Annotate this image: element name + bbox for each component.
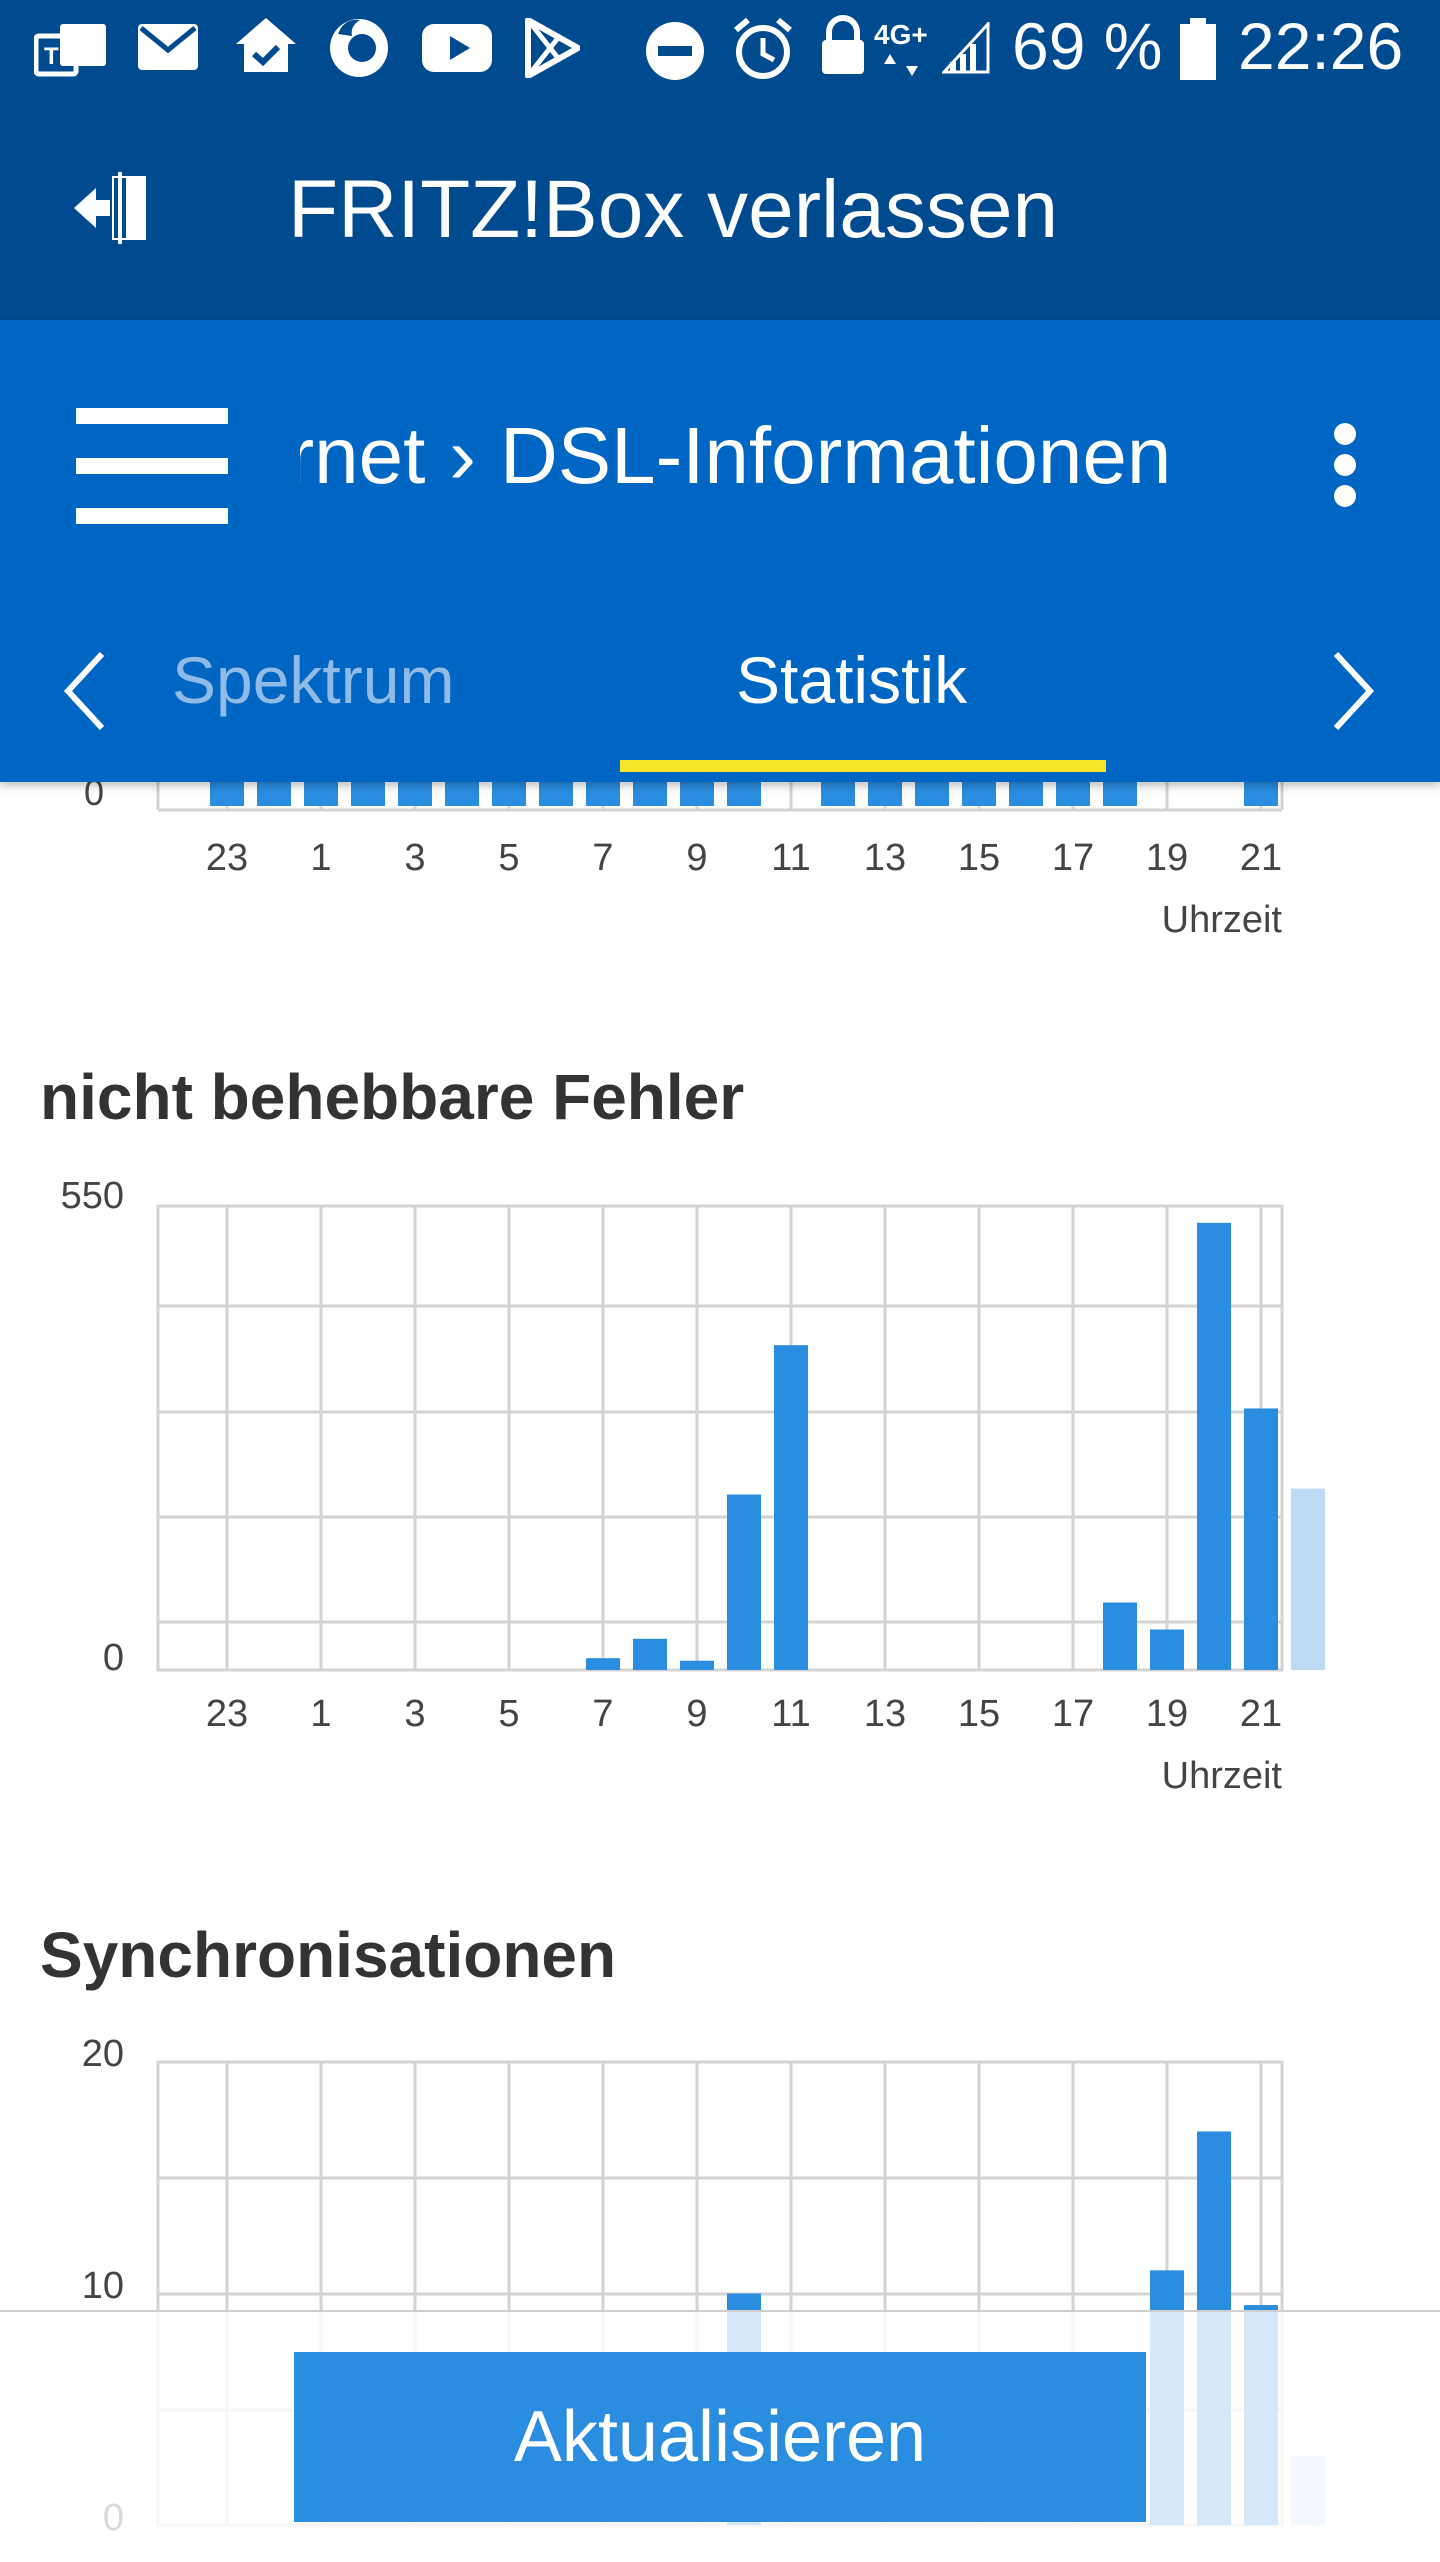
x-tick-label: 13 — [864, 837, 906, 879]
breadcrumb-parent[interactable]: Internet — [300, 411, 426, 500]
battery-icon — [1180, 18, 1216, 80]
menu-icon[interactable] — [76, 408, 228, 524]
alarm-icon — [734, 17, 792, 79]
signal-icon — [942, 22, 990, 74]
chart-title-sync: Synchronisationen — [40, 1919, 617, 1991]
network-type-label: 4G+ — [874, 19, 928, 50]
tab-statistik[interactable]: Statistik — [736, 643, 968, 717]
bottom-bar: Aktualisieren — [0, 2310, 1440, 2562]
clock: 22:26 — [1238, 9, 1404, 83]
x-tick-label: 1 — [310, 837, 331, 879]
bar — [774, 1345, 808, 1670]
firefox-icon — [330, 19, 388, 77]
status-bar: T 4G+ — [0, 0, 1440, 100]
bar — [727, 1494, 761, 1670]
do-not-disturb-icon — [646, 22, 704, 80]
x-tick-label: 5 — [498, 1693, 519, 1735]
x-tick-label: 19 — [1146, 837, 1188, 879]
breadcrumb: Internet › DSL-Informationen — [300, 410, 1260, 510]
breadcrumb-separator: › — [449, 411, 476, 500]
x-tick-label: 5 — [498, 837, 519, 879]
x-tick-label: 15 — [958, 837, 1000, 879]
bar — [586, 1658, 620, 1670]
x-tick-label: 21 — [1240, 1693, 1282, 1735]
network-icon: 4G+ — [874, 19, 928, 76]
x-tick-label: 21 — [1240, 837, 1282, 879]
nav-header: Internet › DSL-Informationen Spektrum Stat… — [0, 320, 1440, 782]
breadcrumb-current: DSL-Informationen — [499, 411, 1172, 500]
bar — [1150, 1629, 1184, 1670]
x-tick-label: 3 — [404, 1693, 425, 1735]
lock-icon — [822, 15, 864, 74]
svg-text:T: T — [44, 43, 59, 70]
x-tick-label: 11 — [771, 837, 810, 879]
play-store-icon — [525, 18, 580, 78]
exit-bar[interactable]: FRITZ!Box verlassen — [0, 100, 1440, 320]
x-tick-label: 11 — [771, 1693, 810, 1735]
battery-percent: 69 % — [1012, 9, 1163, 83]
x-tick-label: 19 — [1146, 1693, 1188, 1735]
y-tick-label: 0 — [103, 1637, 124, 1679]
bar — [633, 1638, 667, 1670]
chevron-right-icon[interactable] — [1330, 650, 1376, 732]
x-tick-label: 23 — [206, 1693, 248, 1735]
y-tick-label: 20 — [82, 2033, 124, 2075]
exit-icon[interactable] — [72, 170, 152, 246]
x-axis-label: Uhrzeit — [1162, 899, 1283, 941]
active-tab-indicator — [620, 760, 1106, 772]
x-tick-label: 3 — [404, 837, 425, 879]
chevron-left-icon[interactable] — [62, 650, 108, 732]
bar — [1197, 1222, 1231, 1670]
chart-title-errors: nicht behebbare Fehler — [40, 1061, 745, 1133]
x-tick-label: 9 — [686, 837, 707, 879]
youtube-icon — [422, 24, 492, 72]
x-tick-label: 7 — [592, 837, 613, 879]
mail-icon — [138, 24, 198, 70]
x-axis-label: Uhrzeit — [1162, 1755, 1283, 1797]
tab-spektrum[interactable]: Spektrum — [172, 643, 455, 717]
y-tick-label: 10 — [82, 2265, 124, 2307]
x-tick-label: 17 — [1052, 1693, 1094, 1735]
x-tick-label: 23 — [206, 837, 248, 879]
bar — [1244, 1408, 1278, 1670]
bar — [1291, 1488, 1325, 1670]
more-vertical-icon[interactable] — [1330, 422, 1360, 508]
x-tick-label: 17 — [1052, 837, 1094, 879]
update-button[interactable]: Aktualisieren — [294, 2352, 1146, 2522]
teams-icon: T — [34, 24, 106, 77]
bar — [1103, 1602, 1137, 1670]
bar — [680, 1660, 714, 1670]
y-tick-label: 550 — [61, 1175, 124, 1217]
x-tick-label: 13 — [864, 1693, 906, 1735]
chart-frame — [156, 1204, 1284, 1672]
exit-title[interactable]: FRITZ!Box verlassen — [288, 164, 1059, 255]
y-tick-label: 0 — [84, 772, 104, 813]
x-tick-label: 7 — [592, 1693, 613, 1735]
x-tick-label: 1 — [310, 1693, 331, 1735]
x-tick-label: 15 — [958, 1693, 1000, 1735]
home-check-icon — [236, 18, 296, 72]
x-tick-label: 9 — [686, 1693, 707, 1735]
